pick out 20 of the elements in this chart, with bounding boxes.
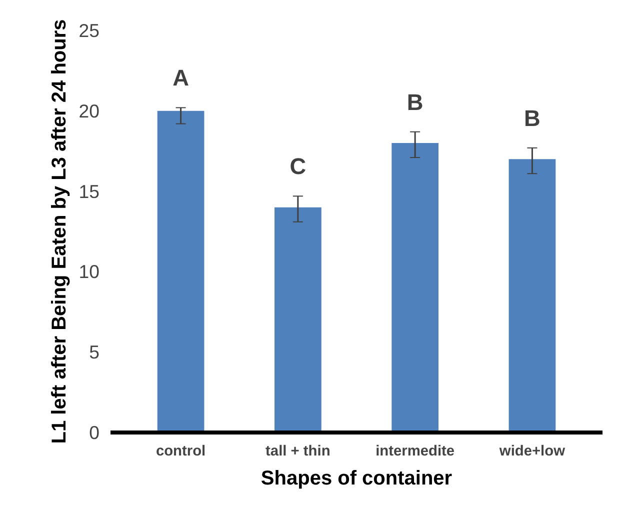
y-tick-label: 0 xyxy=(89,422,100,443)
x-tick-label: tall + thin xyxy=(266,444,330,460)
bar xyxy=(508,159,556,432)
y-tick-label: 5 xyxy=(89,342,100,363)
y-tick-label: 25 xyxy=(78,20,100,41)
y-tick-label: 20 xyxy=(78,100,100,122)
x-tick-label: intermedite xyxy=(376,444,455,460)
x-tick-label: control xyxy=(156,444,206,460)
annotation: B xyxy=(406,88,424,115)
bar xyxy=(274,207,322,432)
annotation: A xyxy=(172,64,189,91)
y-tick-label: 10 xyxy=(78,261,100,282)
bar xyxy=(157,110,204,432)
y-tick-label: 15 xyxy=(78,180,100,202)
y-axis-title: L1 left after Being Eaten by L3 after 24 hours xyxy=(48,19,71,444)
annotation: B xyxy=(524,104,540,131)
annotation: C xyxy=(290,153,306,180)
bar xyxy=(392,143,438,432)
x-tick-label: wide+low xyxy=(498,444,566,460)
x-axis-title: Shapes of container xyxy=(260,468,452,490)
